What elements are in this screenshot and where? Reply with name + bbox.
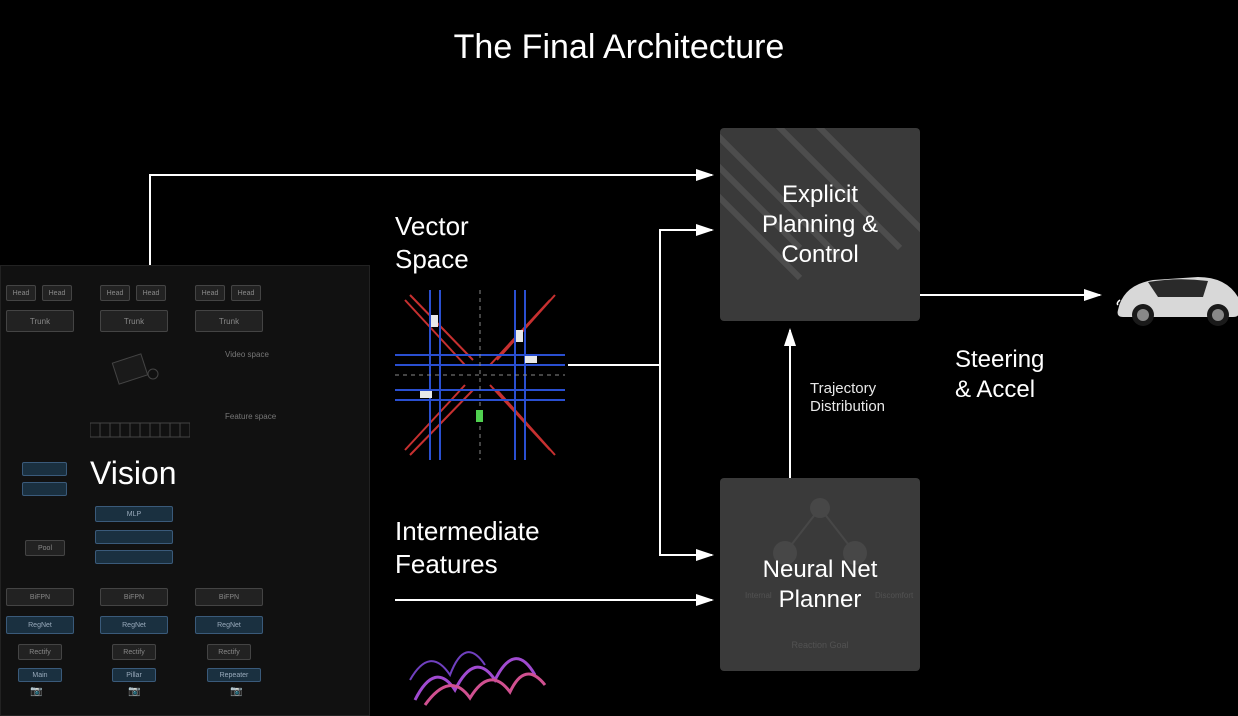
traj-line1: Trajectory xyxy=(810,380,876,397)
intermediate-features-label: Intermediate Features xyxy=(395,515,540,580)
vision-bifpn-chip: BiFPN xyxy=(195,588,263,606)
vector-space-line2: Space xyxy=(395,244,469,274)
camera-icon: 📷 xyxy=(128,686,140,697)
traj-line2: Distribution xyxy=(810,398,885,415)
vision-cam-chip: Repeater xyxy=(207,668,261,682)
vector-space-line1: Vector xyxy=(395,211,469,241)
feature-strip-icon xyxy=(90,420,190,440)
explicit-line1: Explicit xyxy=(782,181,858,208)
steering-accel-label: Steering & Accel xyxy=(955,345,1044,405)
vision-blue-chip xyxy=(95,550,173,564)
page-title: The Final Architecture xyxy=(0,28,1238,67)
intermediate-line1: Intermediate xyxy=(395,516,540,546)
neural-net-planner-node: Reaction Goal Internal Discomfort Neural… xyxy=(720,478,920,671)
vision-bifpn-chip: BiFPN xyxy=(6,588,74,606)
vision-blue-chip xyxy=(22,482,67,496)
vision-rectify-chip: Rectify xyxy=(112,644,156,660)
video-space-label: Video space xyxy=(225,350,269,360)
svg-text:Discomfort: Discomfort xyxy=(875,591,914,600)
vision-head-chip: Head xyxy=(100,285,130,301)
planner-line2: Planner xyxy=(779,586,862,613)
vision-head-chip: Head xyxy=(42,285,72,301)
vision-head-chip: Head xyxy=(231,285,261,301)
explicit-line3: Control xyxy=(781,241,858,268)
explicit-planning-node: Explicit Planning & Control xyxy=(720,128,920,321)
vision-cube-icon xyxy=(95,348,165,398)
intermediate-line2: Features xyxy=(395,549,498,579)
vision-trunk-chip: Trunk xyxy=(100,310,168,332)
vision-rectify-chip: Rectify xyxy=(18,644,62,660)
svg-text:Reaction Goal: Reaction Goal xyxy=(791,640,848,650)
car-icon xyxy=(1108,255,1238,335)
vision-regnet-chip: RegNet xyxy=(195,616,263,634)
vision-head-chip: Head xyxy=(136,285,166,301)
vector-space-label: Vector Space xyxy=(395,210,469,275)
vision-trunk-chip: Trunk xyxy=(6,310,74,332)
vision-blue-chip xyxy=(22,462,67,476)
camera-icon: 📷 xyxy=(30,686,42,697)
vector-space-viz xyxy=(395,290,565,460)
vision-blue-chip xyxy=(95,530,173,544)
vision-bifpn-chip: BiFPN xyxy=(100,588,168,606)
vision-pool-chip: Pool xyxy=(25,540,65,556)
vision-head-chip: Head xyxy=(195,285,225,301)
vision-regnet-chip: RegNet xyxy=(6,616,74,634)
trajectory-distribution-label: Trajectory Distribution xyxy=(810,380,885,416)
planner-line1: Neural Net xyxy=(763,556,878,583)
steer-line1: Steering xyxy=(955,346,1044,373)
intermediate-features-viz xyxy=(395,620,565,716)
vision-head-chip: Head xyxy=(6,285,36,301)
vision-mlp-chip: MLP xyxy=(95,506,173,522)
vision-rectify-chip: Rectify xyxy=(207,644,251,660)
camera-icon: 📷 xyxy=(230,686,242,697)
explicit-line2: Planning & xyxy=(762,211,878,238)
feature-space-label: Feature space xyxy=(225,412,276,422)
vision-cam-chip: Pillar xyxy=(112,668,156,682)
vision-regnet-chip: RegNet xyxy=(100,616,168,634)
vision-trunk-chip: Trunk xyxy=(195,310,263,332)
vision-cam-chip: Main xyxy=(18,668,62,682)
steer-line2: & Accel xyxy=(955,376,1035,403)
vision-title: Vision xyxy=(90,455,177,492)
